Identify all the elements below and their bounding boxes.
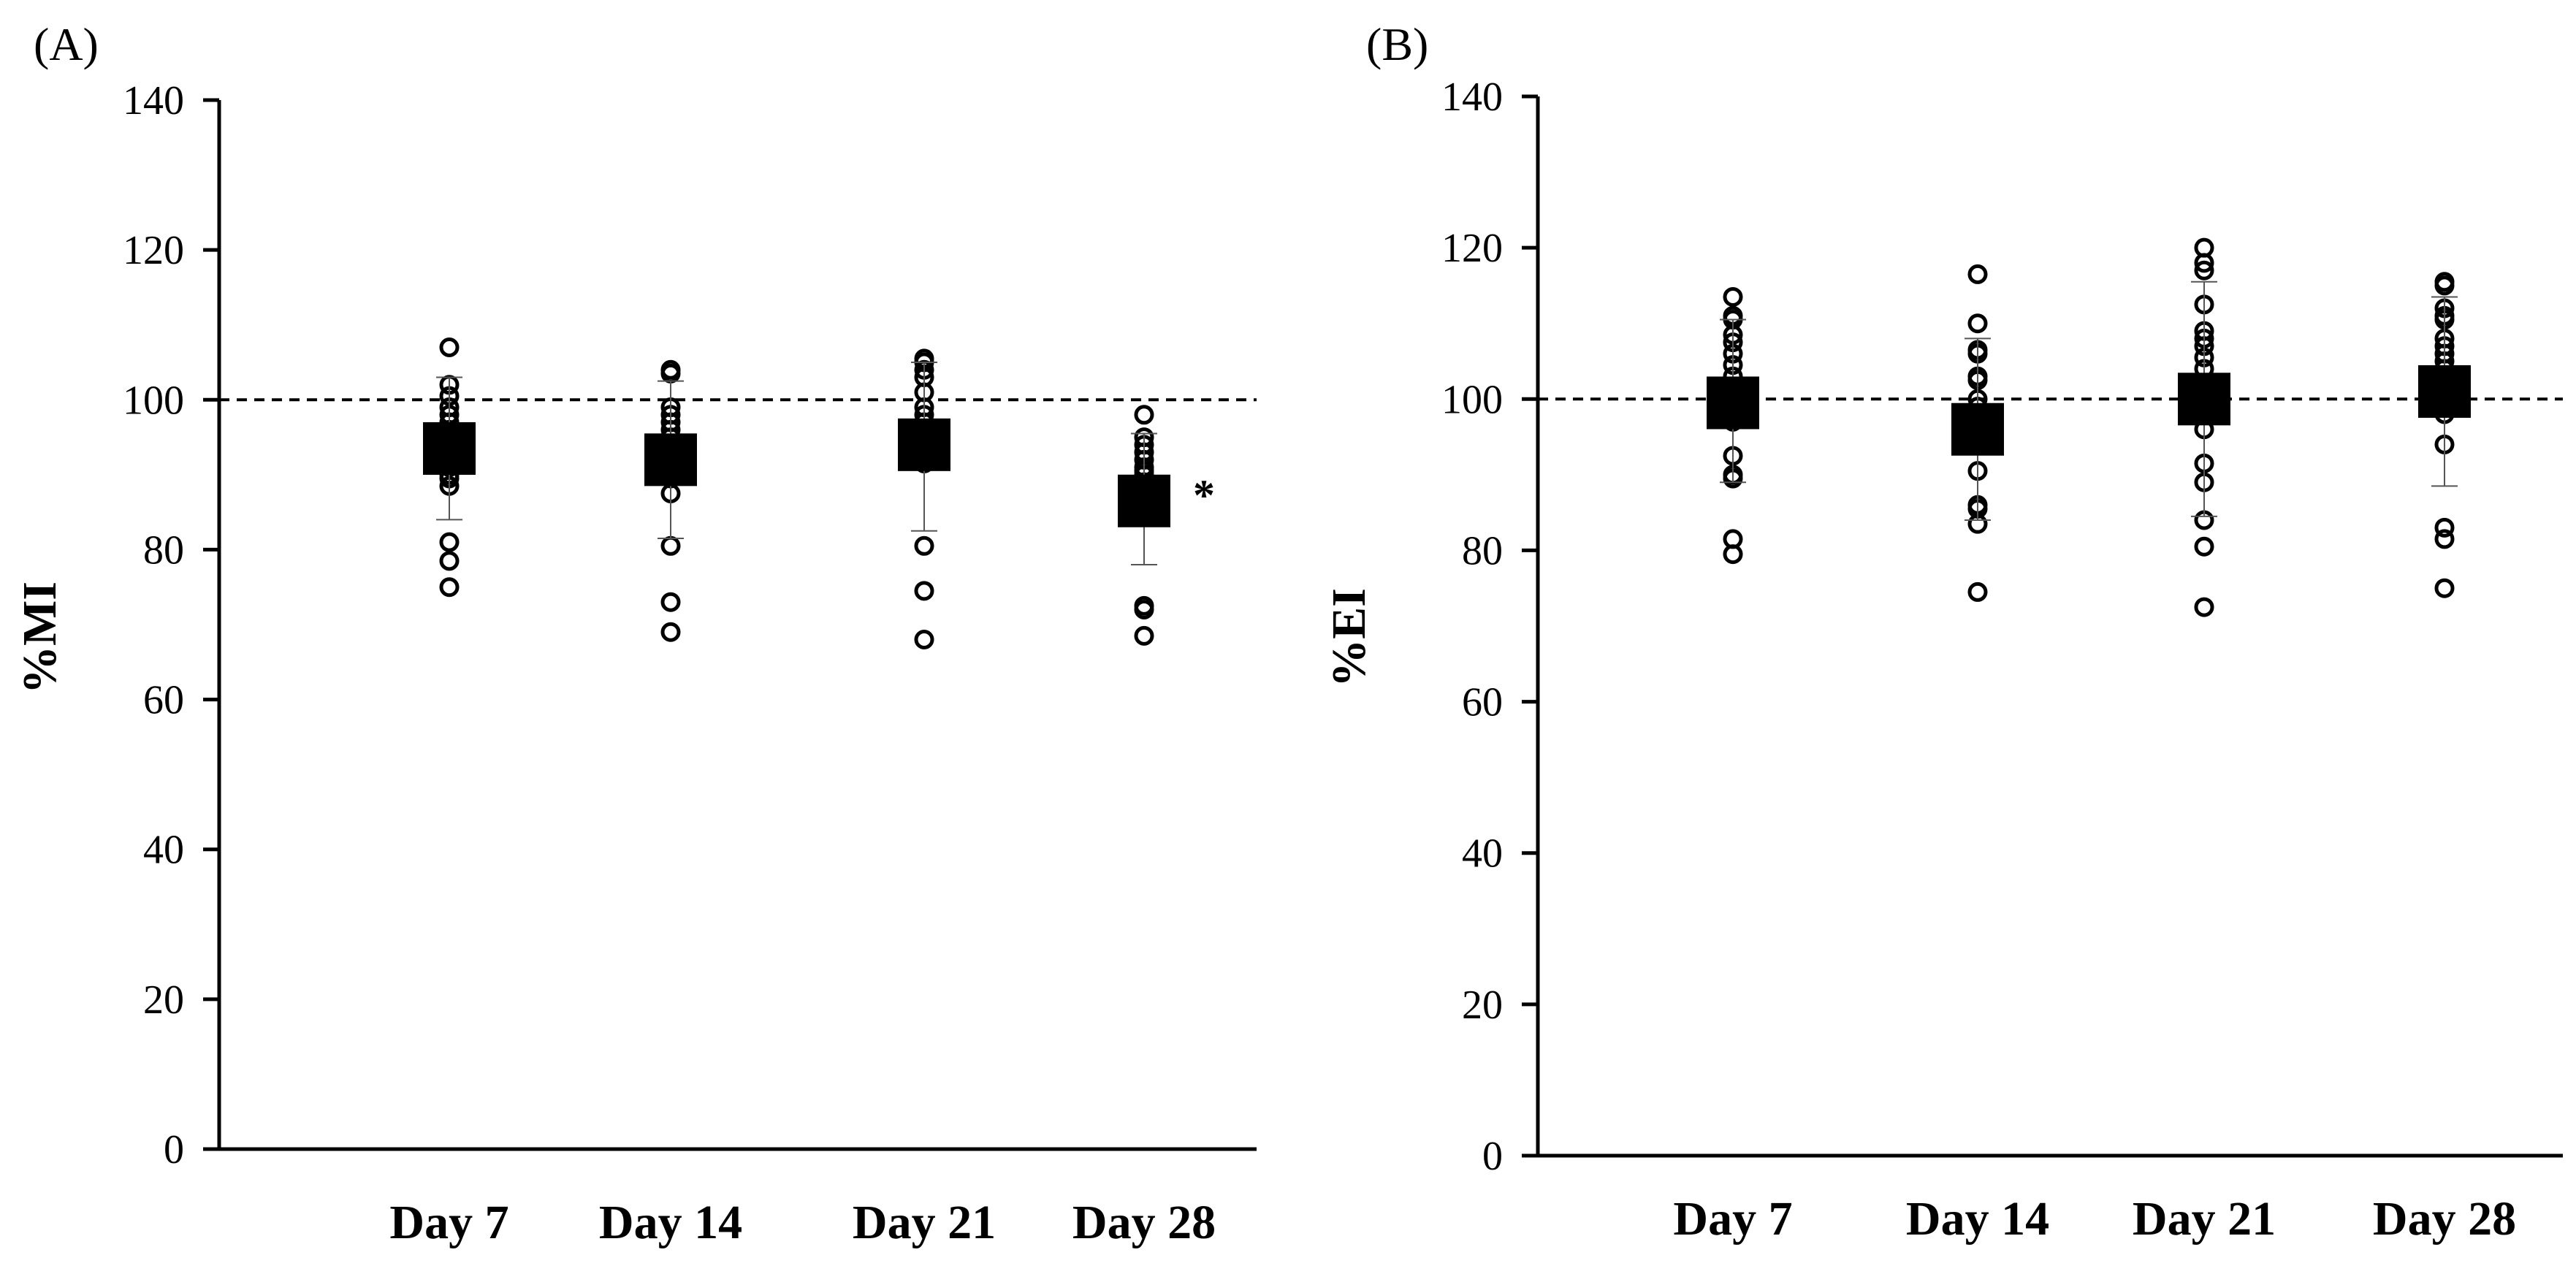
y-tick-label: 100	[123, 378, 184, 423]
points-b	[1723, 237, 2455, 617]
data-point	[1134, 599, 1154, 619]
mean-marker	[644, 433, 697, 487]
data-point	[1967, 581, 1988, 602]
mean-marker	[2178, 373, 2230, 426]
data-point	[1134, 405, 1154, 425]
y-tick-label: 60	[1462, 680, 1503, 725]
y-tick-label: 100	[1441, 377, 1503, 422]
y-tick-label: 40	[143, 828, 184, 873]
data-point	[439, 532, 460, 552]
mean-marker	[1951, 403, 2004, 456]
data-point	[439, 577, 460, 598]
panel-label-a: (A)	[34, 18, 99, 70]
panel-label-b: (B)	[1366, 18, 1428, 70]
data-point	[660, 622, 681, 642]
data-point	[660, 535, 681, 556]
x-category-label: Day 28	[1072, 1196, 1216, 1249]
data-point	[914, 630, 934, 650]
x-category-label: Day 7	[389, 1196, 508, 1249]
annotations-a: *	[1193, 471, 1215, 519]
data-point	[439, 337, 460, 357]
data-point	[914, 581, 934, 601]
y-tick-label: 0	[1482, 1134, 1503, 1179]
y-tick-label: 120	[1441, 226, 1503, 271]
means-a	[423, 418, 1170, 527]
axes-a	[217, 100, 1257, 1151]
data-point	[2434, 529, 2455, 549]
error-bars-b	[1720, 281, 2458, 521]
y-axis-label-a: %MI	[13, 581, 66, 694]
y-tick-label: 120	[123, 228, 184, 273]
x-category-label: Day 14	[1906, 1192, 2049, 1246]
y-tick-label: 40	[1462, 831, 1503, 877]
y-ticks-b: 0 20 40 60 80 100 120 140	[1441, 75, 1538, 1179]
significance-marker: *	[1193, 471, 1215, 519]
x-categories-b: Day 7 Day 14 Day 21 Day 28	[1673, 1192, 2516, 1246]
mean-marker	[1707, 376, 1759, 430]
x-category-label: Day 14	[599, 1196, 742, 1249]
x-category-label: Day 7	[1673, 1192, 1792, 1246]
x-categories-a: Day 7 Day 14 Day 21 Day 28	[389, 1196, 1216, 1249]
data-point	[1967, 264, 1988, 284]
y-tick-label: 0	[164, 1127, 184, 1172]
data-point	[2194, 597, 2214, 617]
mean-marker	[2418, 365, 2471, 418]
y-ticks-a: 0 20 40 60 80 100 120 140	[123, 78, 219, 1172]
data-point	[2434, 275, 2455, 296]
y-tick-label: 60	[143, 678, 184, 723]
data-point	[1967, 313, 1988, 334]
data-point	[2434, 517, 2455, 538]
means-b	[1707, 365, 2471, 456]
data-point	[1723, 544, 1743, 565]
data-point	[2194, 536, 2214, 557]
data-point	[2194, 260, 2214, 281]
x-category-label: Day 28	[2373, 1192, 2516, 1246]
y-tick-label: 140	[123, 78, 184, 123]
y-axis-label-b: %EI	[1322, 588, 1376, 687]
data-point	[2194, 253, 2214, 273]
mean-marker	[1118, 474, 1170, 527]
data-point	[1134, 625, 1154, 646]
error-bars-a	[436, 362, 1157, 565]
x-category-label: Day 21	[2133, 1192, 2276, 1246]
data-point	[914, 535, 934, 556]
mean-marker	[423, 422, 476, 475]
data-point	[439, 551, 460, 571]
mean-marker	[898, 418, 950, 471]
data-point	[2434, 578, 2455, 598]
data-point	[660, 592, 681, 612]
data-point	[1723, 286, 1743, 307]
x-category-label: Day 21	[853, 1196, 996, 1249]
points-a	[439, 337, 1154, 650]
y-tick-label: 80	[143, 527, 184, 573]
y-tick-label: 20	[1462, 983, 1503, 1028]
y-tick-label: 140	[1441, 75, 1503, 120]
y-tick-label: 80	[1462, 528, 1503, 573]
y-tick-label: 20	[143, 977, 184, 1023]
axes-b	[1536, 96, 2563, 1158]
